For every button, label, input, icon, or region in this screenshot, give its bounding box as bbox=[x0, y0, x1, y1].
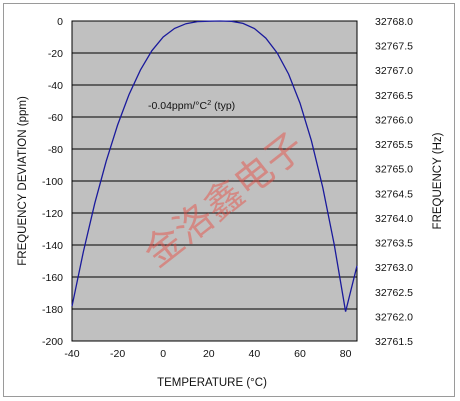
y2-tick-label: 32763.0 bbox=[375, 262, 413, 274]
series-line-0 bbox=[71, 20, 358, 312]
y2-tick-label: 32768.0 bbox=[375, 16, 413, 28]
y2-tick-label: 32764.0 bbox=[375, 213, 413, 225]
y-tick-labels: 0 -20 -40 -60 -80 -100 -120 -140 -160 -180 -200 bbox=[42, 16, 63, 348]
y2-tick-label: 32766.0 bbox=[375, 114, 413, 126]
y2-tick-labels: 32768.0 32767.5 32767.0 32766.5 32766.0 32765… bbox=[375, 16, 413, 348]
x-axis-title: TEMPERATURE (°C) bbox=[157, 377, 267, 389]
gridlines bbox=[71, 20, 358, 342]
y-tick-label: -160 bbox=[42, 272, 63, 284]
y-tick-label: -140 bbox=[42, 240, 63, 252]
y-tick-label: -20 bbox=[48, 48, 63, 60]
y2-tick-label: 32763.5 bbox=[375, 238, 413, 250]
y2-tick-label: 32762.0 bbox=[375, 311, 413, 323]
y-tick-label: -200 bbox=[42, 336, 63, 348]
y-tick-label: -60 bbox=[48, 112, 63, 124]
y2-tick-label: 32765.0 bbox=[375, 164, 413, 176]
y-tick-label: 0 bbox=[57, 16, 63, 28]
y-axis-title: FREQUENCY DEVIATION (ppm) bbox=[17, 96, 29, 266]
y-tick-label: -40 bbox=[48, 80, 63, 92]
y2-tick-label: 32761.5 bbox=[375, 336, 413, 348]
x-tick-label: 0 bbox=[160, 348, 166, 360]
x-tick-label: 60 bbox=[294, 348, 306, 360]
y2-tick-label: 32762.5 bbox=[375, 287, 413, 299]
y2-tick-label: 32767.5 bbox=[375, 41, 413, 53]
y2-axis-title: FREQUENCY (Hz) bbox=[432, 132, 444, 229]
x-tick-label: -20 bbox=[110, 348, 125, 360]
x-tick-label: -40 bbox=[64, 348, 79, 360]
chart-frame bbox=[3, 3, 455, 397]
y-tick-label: -80 bbox=[48, 144, 63, 156]
x-tick-label: 20 bbox=[203, 348, 215, 360]
x-tick-label: 40 bbox=[249, 348, 261, 360]
x-tick-labels: -40 -20 0 20 40 60 80 bbox=[64, 348, 351, 360]
y-tick-label: -100 bbox=[42, 176, 63, 188]
y2-tick-label: 32766.5 bbox=[375, 90, 413, 102]
x-tick-label: 80 bbox=[340, 348, 352, 360]
y2-tick-label: 32764.5 bbox=[375, 188, 413, 200]
y2-tick-label: 32765.5 bbox=[375, 139, 413, 151]
y-tick-label: -120 bbox=[42, 208, 63, 220]
y-tick-label: -180 bbox=[42, 304, 63, 316]
annotation: -0.04ppm/°C2 (typ) bbox=[148, 98, 235, 112]
series-line-group bbox=[71, 20, 358, 312]
y2-tick-label: 32767.0 bbox=[375, 65, 413, 77]
